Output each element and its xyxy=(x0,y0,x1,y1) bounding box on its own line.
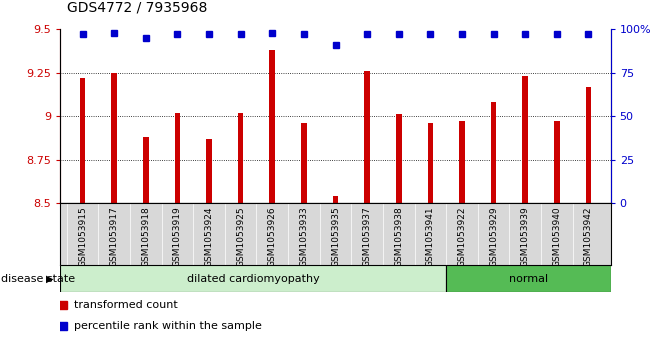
Text: GDS4772 / 7935968: GDS4772 / 7935968 xyxy=(67,0,207,15)
Bar xyxy=(586,86,591,203)
Bar xyxy=(333,196,338,203)
Text: dilated cardiomyopathy: dilated cardiomyopathy xyxy=(187,274,319,284)
Bar xyxy=(427,123,433,203)
Text: GSM1053938: GSM1053938 xyxy=(395,206,403,267)
Bar xyxy=(396,114,401,203)
Text: GSM1053915: GSM1053915 xyxy=(78,206,87,267)
Bar xyxy=(238,113,244,203)
Bar xyxy=(270,50,275,203)
Text: GSM1053922: GSM1053922 xyxy=(458,206,466,267)
Text: percentile rank within the sample: percentile rank within the sample xyxy=(74,321,262,331)
Text: GSM1053924: GSM1053924 xyxy=(205,206,213,267)
Bar xyxy=(301,123,307,203)
Bar xyxy=(206,139,212,203)
Text: normal: normal xyxy=(509,274,548,284)
Text: GSM1053918: GSM1053918 xyxy=(142,206,150,267)
Text: GSM1053942: GSM1053942 xyxy=(584,206,593,267)
Bar xyxy=(459,121,465,203)
Text: GSM1053917: GSM1053917 xyxy=(109,206,119,267)
Bar xyxy=(80,78,85,203)
Text: GSM1053926: GSM1053926 xyxy=(268,206,276,267)
Text: ▶: ▶ xyxy=(46,274,54,284)
Text: GSM1053935: GSM1053935 xyxy=(331,206,340,267)
Bar xyxy=(446,265,611,292)
Bar xyxy=(523,76,528,203)
Bar xyxy=(491,102,497,203)
Text: GSM1053940: GSM1053940 xyxy=(552,206,562,267)
Bar xyxy=(111,73,117,203)
Bar xyxy=(554,121,560,203)
Bar xyxy=(60,265,446,292)
Text: GSM1053933: GSM1053933 xyxy=(299,206,309,267)
Text: GSM1053925: GSM1053925 xyxy=(236,206,245,267)
Bar xyxy=(143,137,148,203)
Text: GSM1053919: GSM1053919 xyxy=(173,206,182,267)
Text: GSM1053937: GSM1053937 xyxy=(362,206,372,267)
Text: GSM1053941: GSM1053941 xyxy=(426,206,435,267)
Text: disease state: disease state xyxy=(1,274,74,284)
Bar xyxy=(174,113,180,203)
Text: GSM1053939: GSM1053939 xyxy=(521,206,529,267)
Bar xyxy=(364,71,370,203)
Text: GSM1053929: GSM1053929 xyxy=(489,206,498,267)
Text: transformed count: transformed count xyxy=(74,301,178,310)
